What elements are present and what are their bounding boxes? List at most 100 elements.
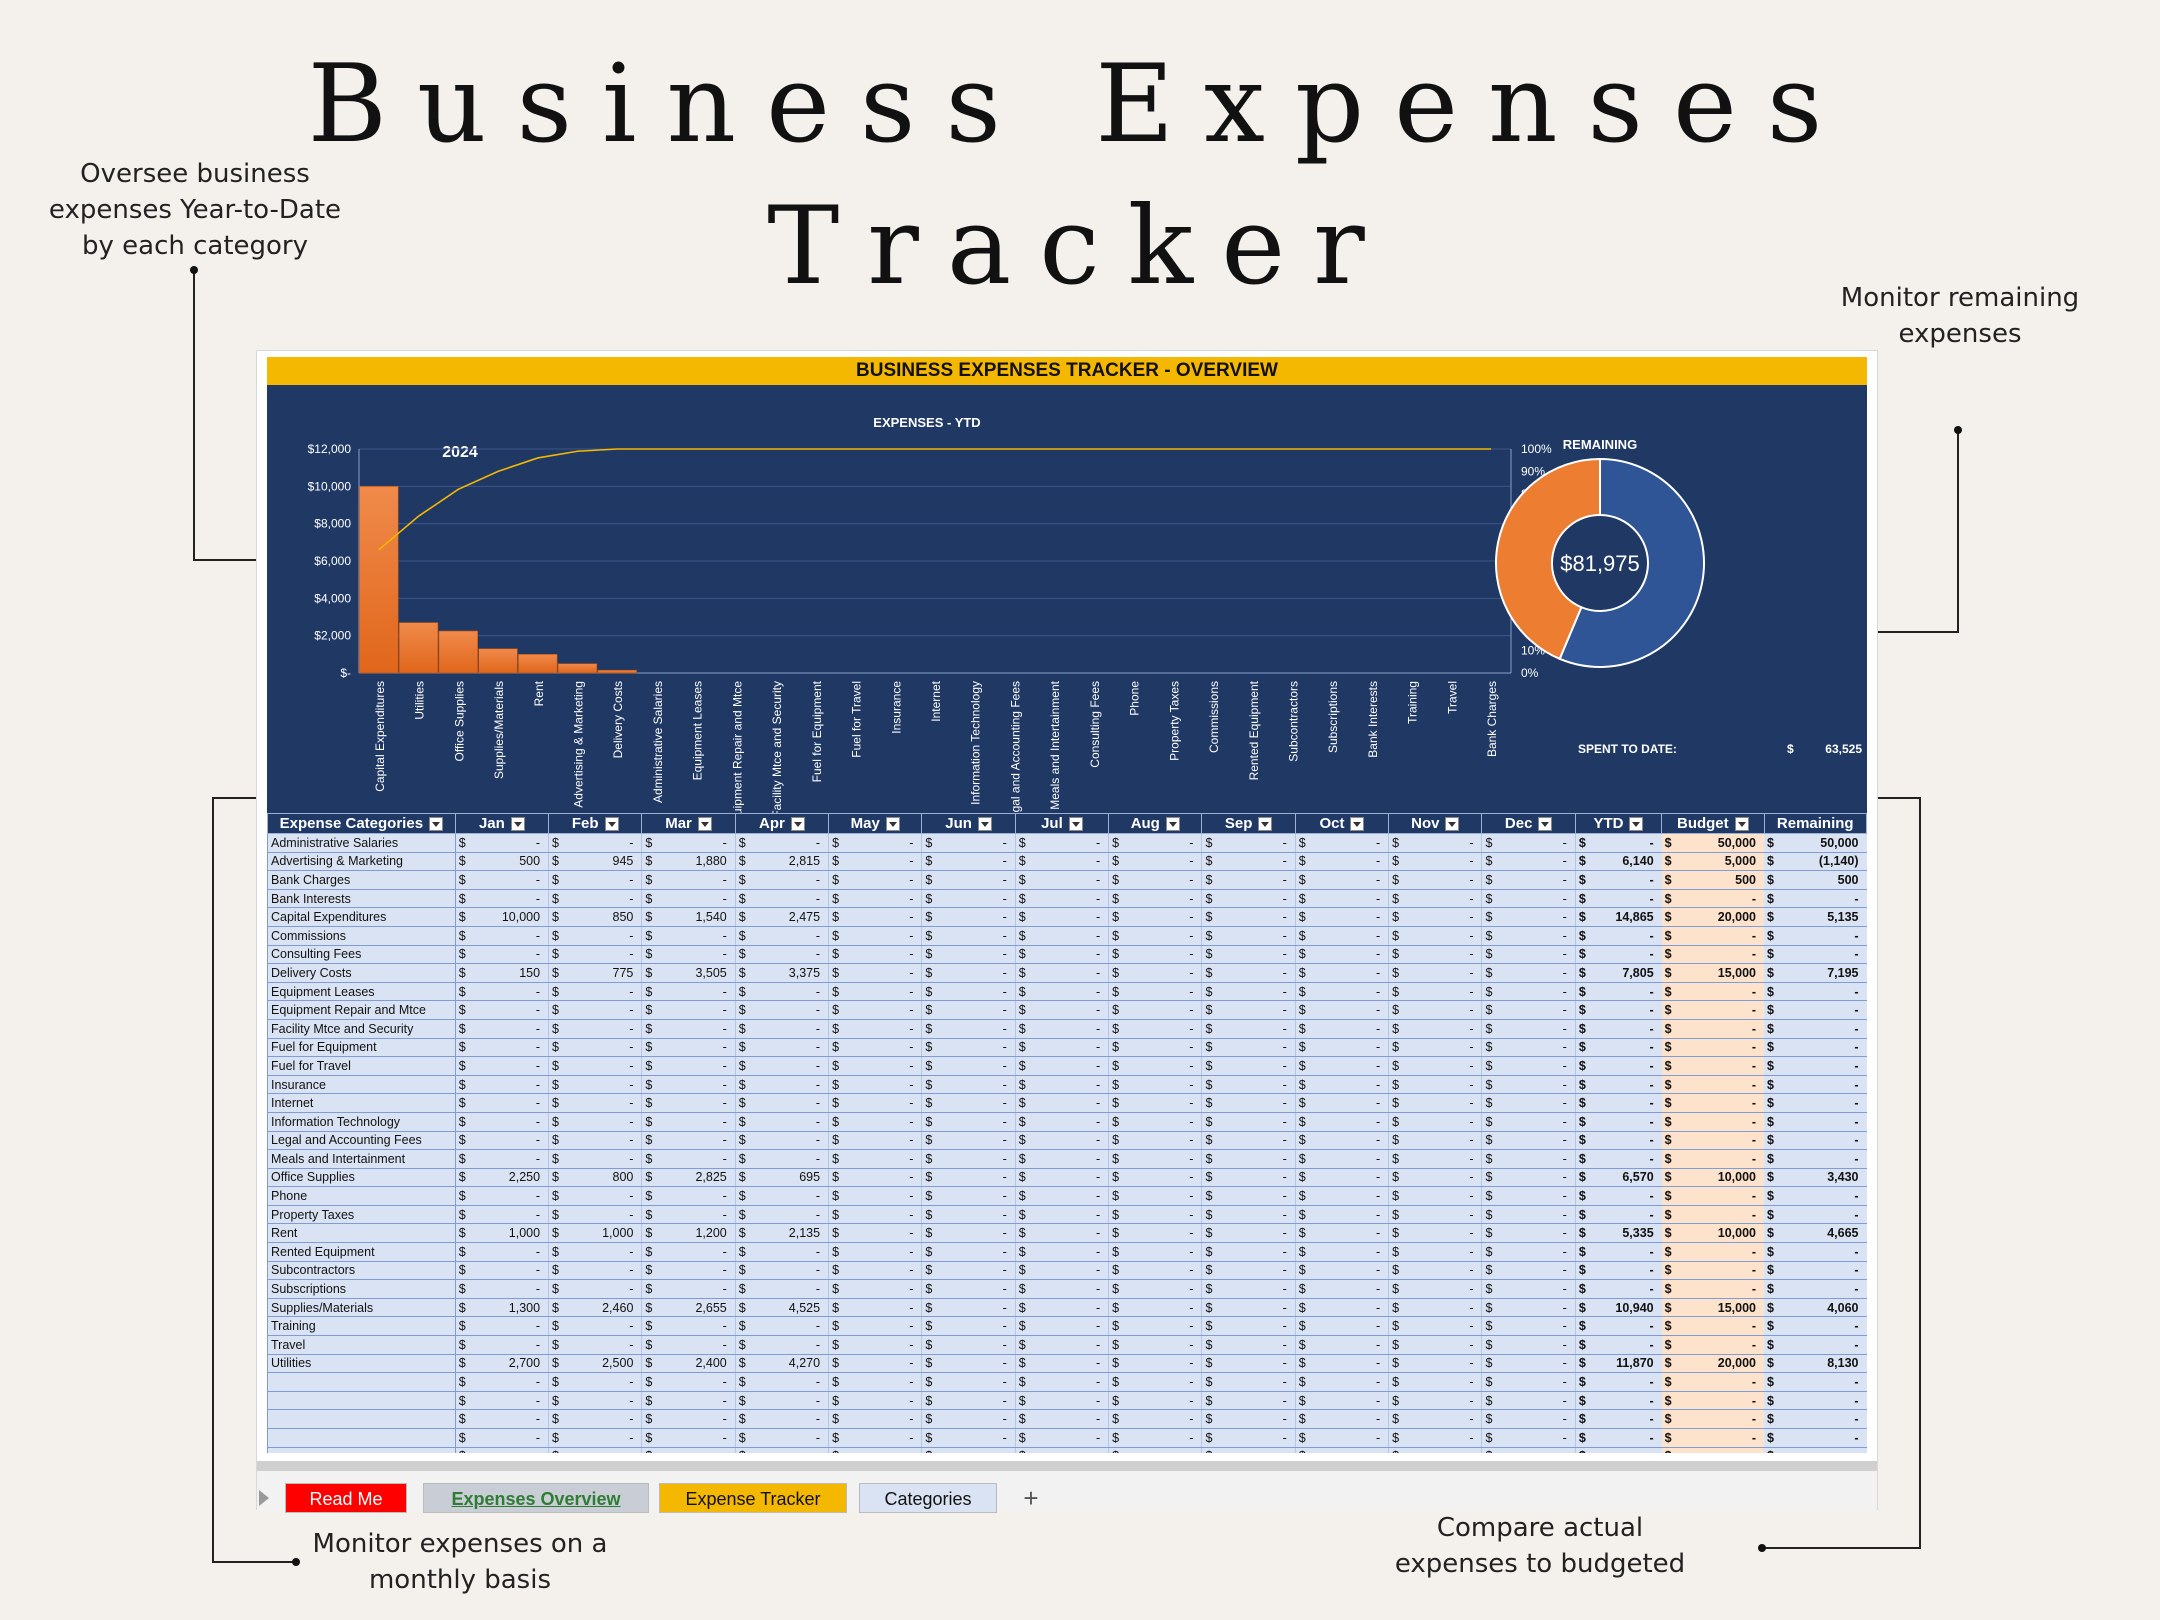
month-cell[interactable]: $- (1295, 1409, 1390, 1429)
month-cell[interactable]: $- (1108, 1168, 1203, 1188)
month-cell[interactable]: $- (735, 1242, 830, 1262)
filter-dropdown-icon[interactable] (510, 816, 525, 831)
month-cell[interactable]: $- (1481, 1354, 1576, 1374)
month-cell[interactable]: $- (1388, 907, 1483, 927)
month-cell[interactable]: $- (1388, 833, 1483, 853)
month-cell[interactable]: $- (641, 1093, 736, 1113)
sheet-tab[interactable]: Expense Tracker (659, 1483, 847, 1513)
month-cell[interactable]: $- (641, 1000, 736, 1020)
month-cell[interactable]: $- (828, 1075, 923, 1095)
month-cell[interactable]: $- (1201, 1056, 1296, 1076)
month-cell[interactable]: $- (1201, 1391, 1296, 1411)
ytd-cell[interactable]: $- (1575, 1112, 1662, 1132)
month-cell[interactable]: $- (548, 1038, 643, 1058)
month-cell[interactable]: $- (735, 1261, 830, 1281)
ytd-cell[interactable]: $- (1575, 870, 1662, 890)
month-cell[interactable]: $- (1388, 1261, 1483, 1281)
category-cell[interactable]: Utilities (267, 1354, 456, 1374)
month-cell[interactable]: $- (828, 1391, 923, 1411)
month-cell[interactable]: $- (1201, 1354, 1296, 1374)
month-cell[interactable]: $- (641, 1372, 736, 1392)
month-cell[interactable]: $- (1295, 1019, 1390, 1039)
month-cell[interactable]: $- (1388, 1447, 1483, 1453)
month-cell[interactable]: $- (921, 889, 1016, 909)
month-cell[interactable]: $- (1108, 1261, 1203, 1281)
month-cell[interactable]: $- (1388, 963, 1483, 983)
month-cell[interactable]: $- (455, 1149, 550, 1169)
month-cell[interactable]: $- (455, 833, 550, 853)
month-cell[interactable]: $- (1201, 889, 1296, 909)
month-cell[interactable]: $- (1295, 833, 1390, 853)
category-cell[interactable]: Meals and Intertainment (267, 1149, 456, 1169)
month-cell[interactable]: $- (1108, 1131, 1203, 1151)
month-cell[interactable]: $- (548, 945, 643, 965)
month-cell[interactable]: $- (1481, 1372, 1576, 1392)
filter-dropdown-icon[interactable] (1734, 816, 1749, 831)
filter-dropdown-icon[interactable] (1165, 816, 1180, 831)
ytd-cell[interactable]: $- (1575, 1056, 1662, 1076)
month-cell[interactable]: $- (828, 926, 923, 946)
month-cell[interactable]: $- (1108, 1075, 1203, 1095)
month-cell[interactable]: $- (548, 1391, 643, 1411)
month-cell[interactable]: $- (921, 1242, 1016, 1262)
category-cell[interactable] (267, 1447, 456, 1453)
month-cell[interactable]: $- (1201, 1223, 1296, 1244)
month-cell[interactable]: $- (1201, 982, 1296, 1002)
month-cell[interactable]: $- (828, 870, 923, 890)
month-cell[interactable]: $- (1201, 1075, 1296, 1095)
month-cell[interactable]: $- (455, 1205, 550, 1225)
month-cell[interactable]: $- (1108, 1019, 1203, 1039)
month-cell[interactable]: $- (1108, 1279, 1203, 1299)
filter-dropdown-icon[interactable] (1445, 816, 1460, 831)
month-cell[interactable]: $- (1295, 1149, 1390, 1169)
month-cell[interactable]: $- (455, 1093, 550, 1113)
month-cell[interactable]: $- (1388, 1038, 1483, 1058)
month-cell[interactable]: $- (455, 1372, 550, 1392)
month-cell[interactable]: $- (1388, 1279, 1483, 1299)
month-cell[interactable]: $- (641, 1242, 736, 1262)
month-cell[interactable]: $- (921, 963, 1016, 983)
ytd-cell[interactable]: $10,940 (1575, 1298, 1662, 1318)
month-cell[interactable]: $- (1015, 926, 1110, 946)
filter-dropdown-icon[interactable] (885, 816, 900, 831)
month-cell[interactable]: $- (548, 833, 643, 853)
month-cell[interactable]: $- (921, 1112, 1016, 1132)
category-cell[interactable]: Insurance (267, 1075, 456, 1095)
month-cell[interactable]: $- (828, 1038, 923, 1058)
remaining-cell[interactable]: $- (1764, 1447, 1867, 1453)
month-cell[interactable]: $- (921, 870, 1016, 890)
month-cell[interactable]: $- (921, 1428, 1016, 1448)
column-header[interactable]: Budget (1661, 813, 1765, 834)
month-cell[interactable]: $- (641, 1205, 736, 1225)
month-cell[interactable]: $- (1295, 1428, 1390, 1448)
month-cell[interactable]: $- (1201, 945, 1296, 965)
month-cell[interactable]: $- (1201, 1447, 1296, 1453)
filter-dropdown-icon[interactable] (697, 816, 712, 831)
month-cell[interactable]: $- (548, 870, 643, 890)
month-cell[interactable]: $- (1108, 1447, 1203, 1453)
month-cell[interactable]: $- (455, 1261, 550, 1281)
category-cell[interactable] (267, 1428, 456, 1448)
month-cell[interactable]: $- (1388, 1019, 1483, 1039)
month-cell[interactable]: $- (1481, 926, 1576, 946)
month-cell[interactable]: $2,400 (641, 1354, 736, 1374)
month-cell[interactable]: $- (1108, 833, 1203, 853)
category-cell[interactable]: Rent (267, 1223, 456, 1244)
month-cell[interactable]: $- (641, 1131, 736, 1151)
ytd-cell[interactable]: $- (1575, 1186, 1662, 1206)
month-cell[interactable]: $2,475 (735, 907, 830, 927)
month-cell[interactable]: $- (1108, 1093, 1203, 1113)
month-cell[interactable]: $- (1481, 1316, 1576, 1337)
month-cell[interactable]: $- (1295, 1168, 1390, 1188)
month-cell[interactable]: $- (455, 889, 550, 909)
column-header[interactable]: Dec (1481, 813, 1576, 834)
month-cell[interactable]: $- (828, 1056, 923, 1076)
filter-dropdown-icon[interactable] (604, 816, 619, 831)
budget-cell[interactable]: $- (1661, 889, 1765, 909)
month-cell[interactable]: $- (1201, 907, 1296, 927)
month-cell[interactable]: $- (921, 1149, 1016, 1169)
month-cell[interactable]: $- (1481, 963, 1576, 983)
budget-cell[interactable]: $10,000 (1661, 1168, 1765, 1188)
ytd-cell[interactable]: $- (1575, 945, 1662, 965)
month-cell[interactable]: $- (455, 926, 550, 946)
